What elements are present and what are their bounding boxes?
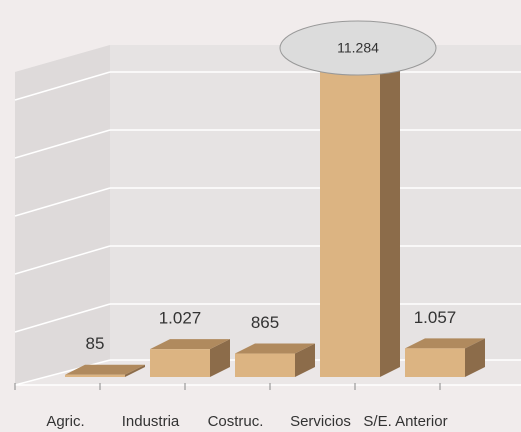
x-tick-label: S/E. Anterior (363, 413, 447, 430)
left-wall (15, 45, 110, 385)
bar-top (235, 343, 315, 354)
bar-side (210, 339, 230, 377)
bar (320, 60, 400, 377)
bar (65, 364, 145, 377)
value-label-bubble (279, 20, 437, 76)
x-tick-label: Servicios (290, 413, 351, 430)
value-label: 85 (86, 334, 105, 353)
value-label: 11.284 (337, 40, 379, 56)
bar (235, 343, 315, 377)
value-label: 1.027 (159, 309, 202, 328)
bar-front (235, 353, 295, 377)
bar-top (150, 339, 230, 350)
bar-side (125, 364, 145, 377)
grid-lines (14, 71, 521, 386)
bar-top (405, 338, 485, 349)
bar-side (295, 343, 315, 377)
bar (150, 339, 230, 377)
x-tick-label: Industria (122, 413, 180, 430)
bar-side (465, 338, 485, 377)
value-label: 865 (251, 313, 279, 332)
x-tick-label: Agric. (46, 413, 84, 430)
bar-front (405, 348, 465, 377)
bar-front (65, 374, 125, 377)
x-tick-label: Costruc. (208, 413, 264, 430)
value-label: 1.057 (414, 308, 457, 327)
bar-front (320, 70, 380, 377)
bar (405, 338, 485, 377)
bar-side (380, 60, 400, 377)
bar-front (150, 349, 210, 377)
bar-top (65, 364, 145, 375)
